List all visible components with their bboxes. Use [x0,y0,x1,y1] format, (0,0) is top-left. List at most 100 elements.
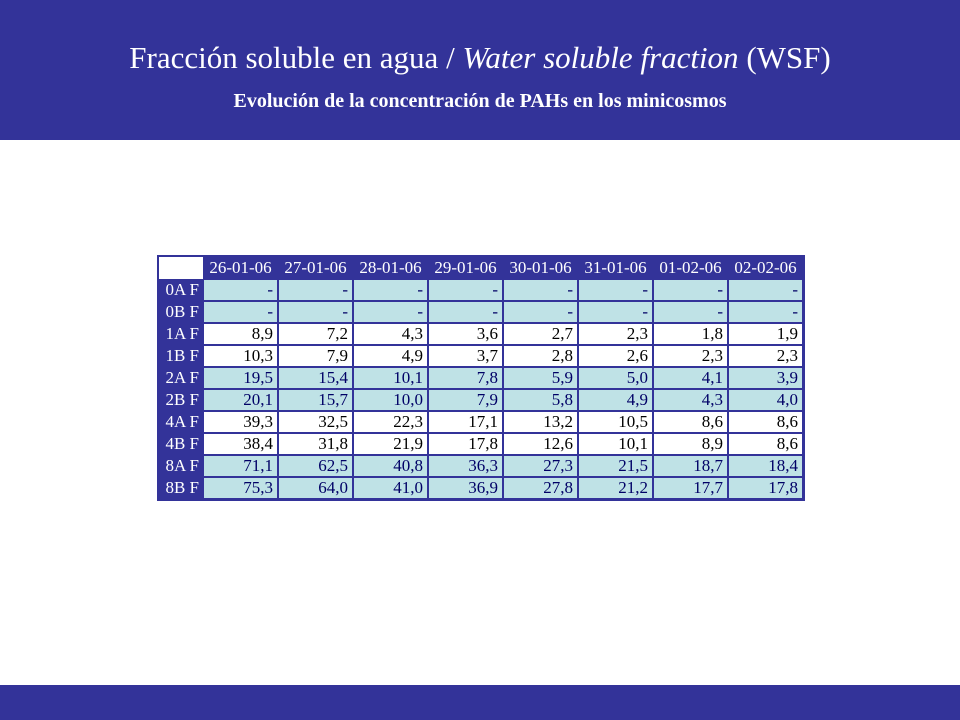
table-cell: 22,3 [353,411,428,433]
table-cell: - [653,279,728,301]
table-cell: 13,2 [503,411,578,433]
table-cell: 8,9 [203,323,278,345]
table-cell: 2,6 [578,345,653,367]
table-body: 0A F - - - - - - - -0B F - - - - - - - -1A F 8,9 7,2 4,3 3,6… [159,279,803,499]
table-cell: 3,7 [428,345,503,367]
table-cell: 15,7 [278,389,353,411]
table-cell: 36,3 [428,455,503,477]
column-header-date: 30-01-06 [503,257,578,279]
row-label: 1A F [159,323,203,345]
table-cell: 2,3 [578,323,653,345]
table-cell: - [653,301,728,323]
column-header-date: 28-01-06 [353,257,428,279]
table-row: 4A F 39,3 32,5 22,3 17,1 13,2 10,5 8,6 8,6 [159,411,803,433]
table-cell: - [578,279,653,301]
table-cell: 38,4 [203,433,278,455]
table-cell: 10,3 [203,345,278,367]
table-cell: 32,5 [278,411,353,433]
table-cell: - [203,301,278,323]
title-italic: Water soluble fraction [462,40,739,75]
page-subtitle: Evolución de la concentración de PAHs en… [233,90,727,112]
table-cell: - [428,279,503,301]
table-corner [159,257,203,279]
table-row: 0A F-------- [159,279,803,301]
row-label: 2A F [159,367,203,389]
column-header-date: 27-01-06 [278,257,353,279]
column-header-date: 31-01-06 [578,257,653,279]
header-band [0,0,960,140]
table-cell: 19,5 [203,367,278,389]
table-cell: 1,8 [653,323,728,345]
table-cell: 31,8 [278,433,353,455]
column-header-date: 01-02-06 [653,257,728,279]
table-row: 2B F 20,1 15,7 10,0 7,9 5,8 4,9 4,3 4,0 [159,389,803,411]
row-label: 4A F [159,411,203,433]
table-row: 1B F 10,3 7,9 4,9 3,7 2,8 2,6 2,3 2,3 [159,345,803,367]
table-cell: 21,2 [578,477,653,499]
table-cell: - [353,279,428,301]
table-cell: 27,3 [503,455,578,477]
table-cell: 62,5 [278,455,353,477]
table-cell: 17,7 [653,477,728,499]
title-part-2: (WSF) [738,40,831,75]
table-cell: - [353,301,428,323]
table-cell: 10,1 [578,433,653,455]
column-header-date: 02-02-06 [728,257,803,279]
table-cell: 18,7 [653,455,728,477]
table-cell: 40,8 [353,455,428,477]
table-cell: 7,8 [428,367,503,389]
pah-concentration-table: 26-01-06 27-01-06 28-01-06 29-01-06 30-01-06… [157,255,805,501]
table-cell: 8,6 [728,433,803,455]
table-cell: 15,4 [278,367,353,389]
table-cell: 36,9 [428,477,503,499]
table-cell: 2,8 [503,345,578,367]
table-cell: 5,8 [503,389,578,411]
table-cell: 3,9 [728,367,803,389]
table-cell: 17,8 [428,433,503,455]
row-label: 2B F [159,389,203,411]
table-cell: 10,1 [353,367,428,389]
table-cell: - [278,301,353,323]
column-header-date: 29-01-06 [428,257,503,279]
row-label: 0A F [159,279,203,301]
footer-band [0,685,960,720]
table-header-row: 26-01-06 27-01-06 28-01-06 29-01-06 30-01-06… [159,257,803,279]
table-cell: 17,1 [428,411,503,433]
table-cell: 10,5 [578,411,653,433]
table-cell: 10,0 [353,389,428,411]
table-row: 0B F-------- [159,301,803,323]
table-cell: 17,8 [728,477,803,499]
row-label: 0B F [159,301,203,323]
table-cell: - [503,301,578,323]
table-cell: - [728,301,803,323]
table-cell: - [578,301,653,323]
table-cell: 8,9 [653,433,728,455]
column-header-date: 26-01-06 [203,257,278,279]
table-row: 8A F 71,1 62,5 40,8 36,3 27,3 21,5 18,7 18,4 [159,455,803,477]
table-row: 4B F 38,4 31,8 21,9 17,8 12,6 10,1 8,9 8,6 [159,433,803,455]
row-label: 8A F [159,455,203,477]
table-cell: 4,9 [353,345,428,367]
table-cell: 2,3 [653,345,728,367]
row-label: 4B F [159,433,203,455]
table-cell: - [503,279,578,301]
table-cell: 21,5 [578,455,653,477]
table-cell: - [728,279,803,301]
table-cell: 75,3 [203,477,278,499]
title-part-1: Fracción soluble en agua / [129,40,463,75]
table-cell: 3,6 [428,323,503,345]
table-cell: 5,0 [578,367,653,389]
table-cell: 64,0 [278,477,353,499]
table-row: 2A F 19,5 15,4 10,1 7,8 5,9 5,0 4,1 3,9 [159,367,803,389]
row-label: 1B F [159,345,203,367]
table-cell: 18,4 [728,455,803,477]
table-cell: 7,9 [278,345,353,367]
table-cell: 27,8 [503,477,578,499]
table-cell: 8,6 [728,411,803,433]
page-title: Fracción soluble en agua / Water soluble… [0,38,960,78]
table-row: 8B F 75,3 64,0 41,0 36,9 27,8 21,2 17,7 17,8 [159,477,803,499]
table-cell: - [428,301,503,323]
table-cell: 7,9 [428,389,503,411]
table-cell: 4,1 [653,367,728,389]
table-cell: 4,3 [353,323,428,345]
